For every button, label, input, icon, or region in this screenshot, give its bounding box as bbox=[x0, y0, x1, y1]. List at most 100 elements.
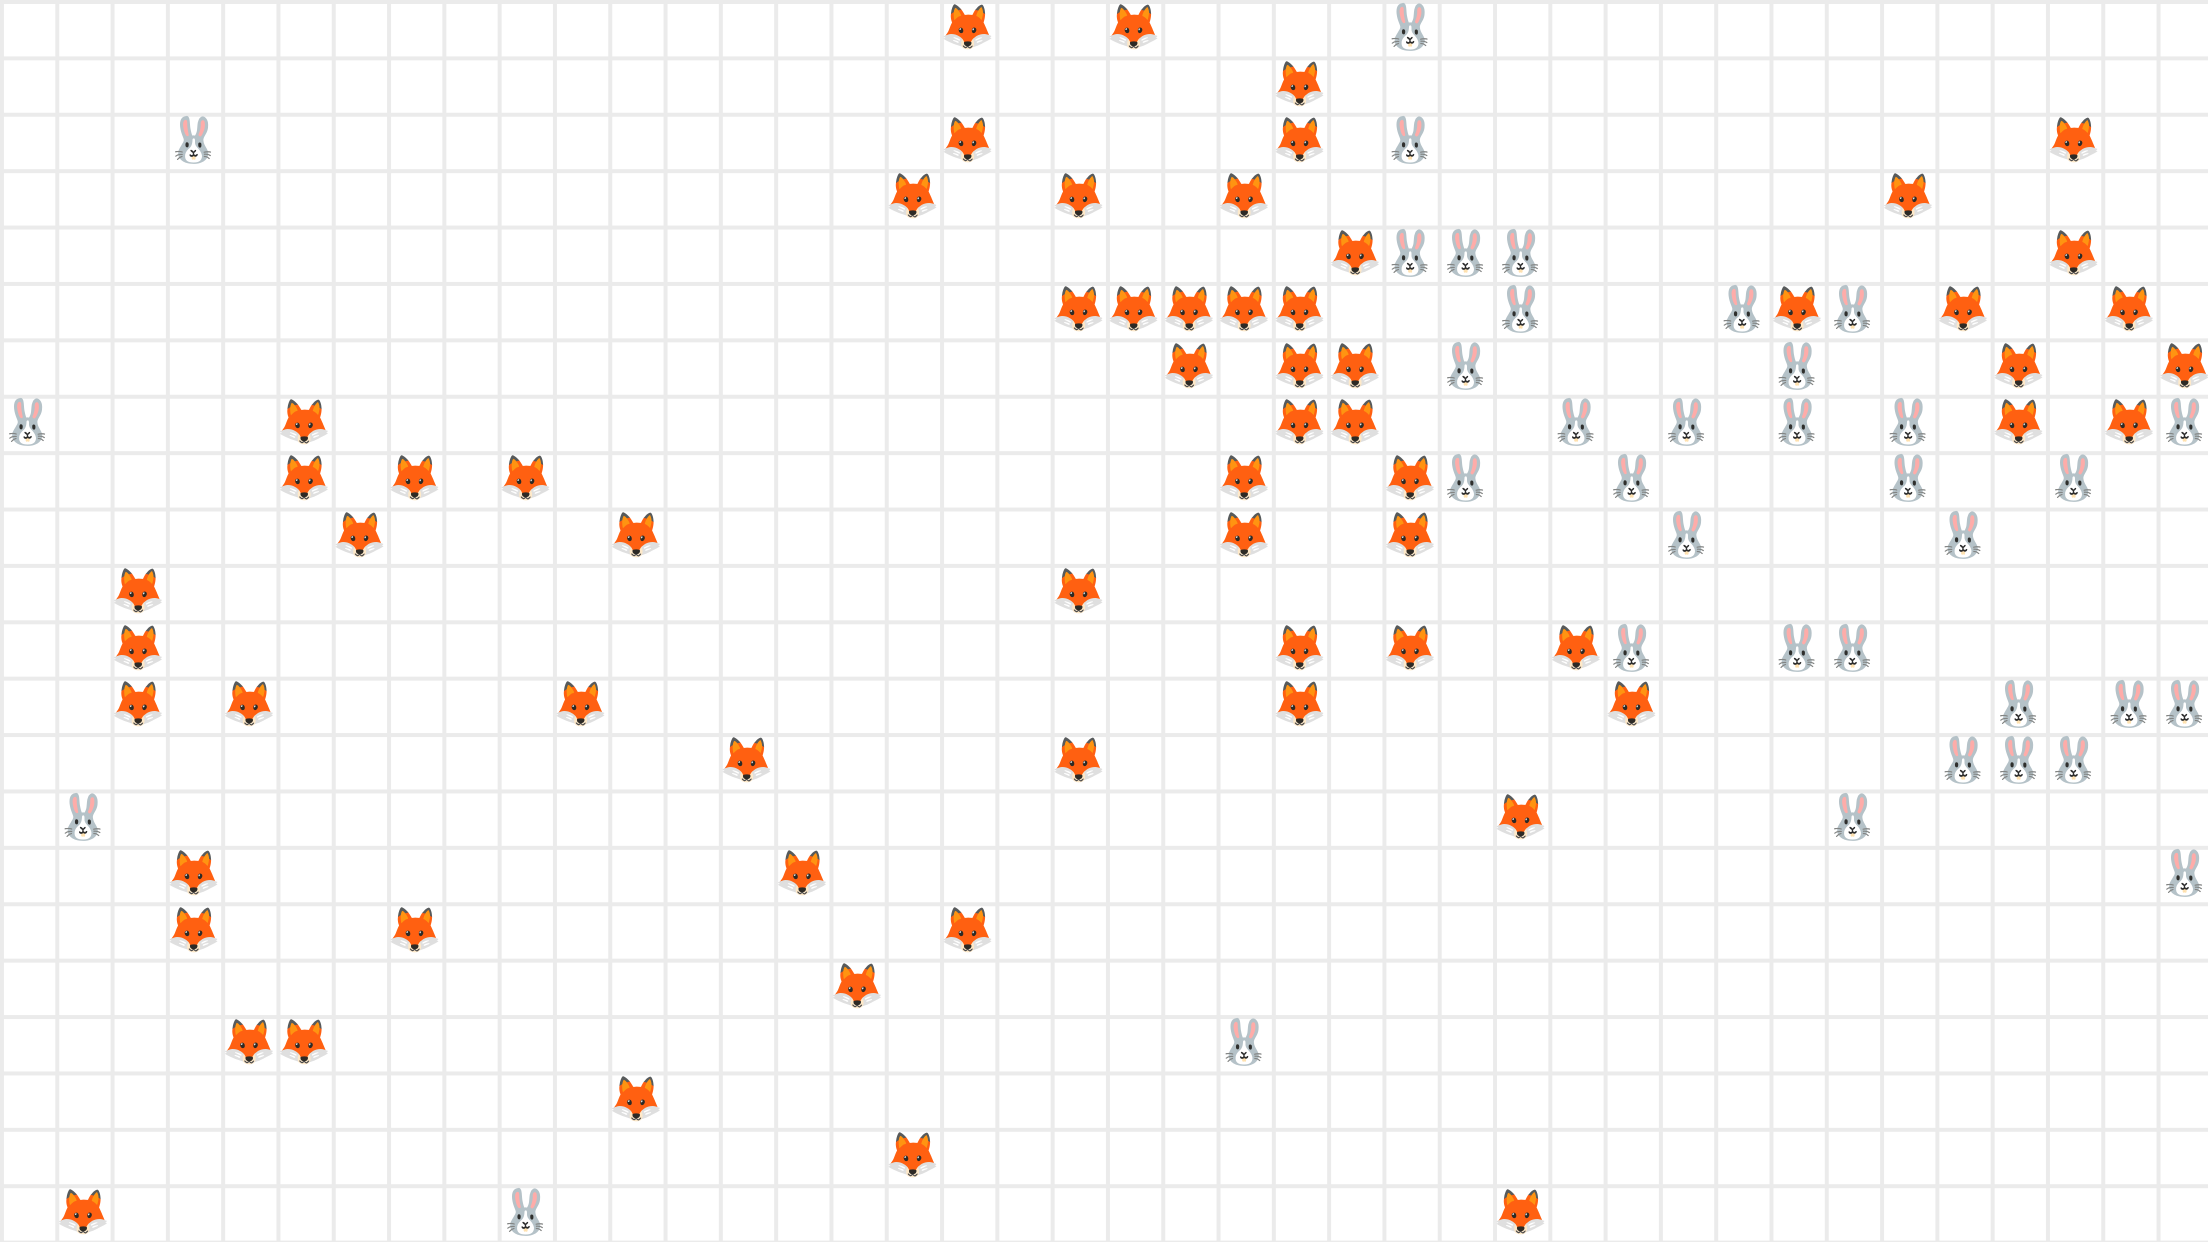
fox-icon: 🦊 bbox=[1272, 340, 1327, 392]
fox-icon: 🦊 bbox=[55, 1186, 111, 1238]
fox-icon: 🦊 bbox=[332, 509, 387, 561]
fox-icon: 🦊 bbox=[1991, 396, 2046, 448]
rabbit-icon: 🐰 bbox=[1216, 1017, 1272, 1069]
fox-icon: 🦊 bbox=[276, 453, 332, 505]
fox-icon: 🦊 bbox=[940, 114, 996, 166]
fox-icon: 🦊 bbox=[1327, 340, 1383, 392]
fox-icon: 🦊 bbox=[1272, 114, 1327, 166]
rabbit-icon: 🐰 bbox=[1935, 735, 1991, 787]
rabbit-icon: 🐰 bbox=[1548, 396, 1604, 448]
rabbit-icon: 🐰 bbox=[1438, 453, 1493, 505]
fox-icon: 🦊 bbox=[940, 2, 996, 54]
rabbit-icon: 🐰 bbox=[1382, 114, 1438, 166]
fox-icon: 🦊 bbox=[1327, 396, 1383, 448]
rabbit-icon: 🐰 bbox=[1493, 284, 1549, 336]
fox-icon: 🦊 bbox=[1272, 58, 1327, 110]
fox-icon: 🦊 bbox=[829, 960, 885, 1012]
fox-icon: 🦊 bbox=[608, 509, 664, 561]
fox-icon: 🦊 bbox=[1272, 622, 1327, 674]
fox-icon: 🦊 bbox=[1050, 566, 1106, 618]
rabbit-icon: 🐰 bbox=[2156, 678, 2208, 730]
fox-icon: 🦊 bbox=[608, 1073, 664, 1125]
fox-icon: 🦊 bbox=[276, 1017, 332, 1069]
fox-icon: 🦊 bbox=[166, 848, 221, 900]
fox-icon: 🦊 bbox=[1216, 509, 1272, 561]
rabbit-icon: 🐰 bbox=[2046, 453, 2102, 505]
rabbit-icon: 🐰 bbox=[1991, 735, 2046, 787]
fox-icon: 🦊 bbox=[940, 904, 996, 956]
fox-icon: 🦊 bbox=[1106, 2, 1162, 54]
rabbit-icon: 🐰 bbox=[1714, 284, 1770, 336]
fox-icon: 🦊 bbox=[1272, 396, 1327, 448]
fox-icon: 🦊 bbox=[1106, 284, 1162, 336]
fox-icon: 🦊 bbox=[110, 566, 166, 618]
fox-icon: 🦊 bbox=[1382, 453, 1438, 505]
fox-icon: 🦊 bbox=[1216, 453, 1272, 505]
rabbit-icon: 🐰 bbox=[1880, 453, 1936, 505]
fox-icon: 🦊 bbox=[276, 396, 332, 448]
rabbit-icon: 🐰 bbox=[497, 1186, 553, 1238]
fox-icon: 🦊 bbox=[553, 678, 609, 730]
rabbit-icon: 🐰 bbox=[1769, 396, 1825, 448]
rabbit-icon: 🐰 bbox=[1769, 340, 1825, 392]
fox-icon: 🦊 bbox=[1880, 171, 1936, 223]
fox-icon: 🦊 bbox=[719, 735, 774, 787]
rabbit-icon: 🐰 bbox=[0, 396, 56, 448]
rabbit-icon: 🐰 bbox=[1438, 227, 1493, 279]
rabbit-icon: 🐰 bbox=[1382, 2, 1438, 54]
fox-icon: 🦊 bbox=[221, 1017, 277, 1069]
fox-icon: 🦊 bbox=[1272, 678, 1327, 730]
rabbit-icon: 🐰 bbox=[1493, 227, 1549, 279]
rabbit-icon: 🐰 bbox=[55, 791, 111, 843]
fox-icon: 🦊 bbox=[1216, 284, 1272, 336]
fox-icon: 🦊 bbox=[2046, 227, 2102, 279]
fox-icon: 🦊 bbox=[1050, 735, 1106, 787]
fox-icon: 🦊 bbox=[110, 678, 166, 730]
rabbit-icon: 🐰 bbox=[2101, 678, 2157, 730]
fox-icon: 🦊 bbox=[1493, 1186, 1549, 1238]
fox-icon: 🦊 bbox=[1216, 171, 1272, 223]
rabbit-icon: 🐰 bbox=[1603, 453, 1659, 505]
rabbit-icon: 🐰 bbox=[2156, 848, 2208, 900]
fox-icon: 🦊 bbox=[1493, 791, 1549, 843]
fox-icon: 🦊 bbox=[1603, 678, 1659, 730]
fox-icon: 🦊 bbox=[110, 622, 166, 674]
fox-icon: 🦊 bbox=[1382, 622, 1438, 674]
fox-icon: 🦊 bbox=[1991, 340, 2046, 392]
fox-icon: 🦊 bbox=[1935, 284, 1991, 336]
fox-icon: 🦊 bbox=[885, 171, 940, 223]
fox-icon: 🦊 bbox=[2046, 114, 2102, 166]
fox-icon: 🦊 bbox=[1382, 509, 1438, 561]
fox-icon: 🦊 bbox=[497, 453, 553, 505]
fox-icon: 🦊 bbox=[387, 904, 443, 956]
fox-icon: 🦊 bbox=[1161, 284, 1217, 336]
fox-icon: 🦊 bbox=[1272, 284, 1327, 336]
rabbit-icon: 🐰 bbox=[2156, 396, 2208, 448]
rabbit-icon: 🐰 bbox=[1935, 509, 1991, 561]
rabbit-icon: 🐰 bbox=[1825, 284, 1880, 336]
fox-icon: 🦊 bbox=[166, 904, 221, 956]
fox-icon: 🦊 bbox=[1161, 340, 1217, 392]
fox-icon: 🦊 bbox=[1548, 622, 1604, 674]
rabbit-icon: 🐰 bbox=[1769, 622, 1825, 674]
fox-icon: 🦊 bbox=[1327, 227, 1383, 279]
fox-icon: 🦊 bbox=[2101, 396, 2157, 448]
fox-icon: 🦊 bbox=[2101, 284, 2157, 336]
rabbit-icon: 🐰 bbox=[1991, 678, 2046, 730]
fox-icon: 🦊 bbox=[774, 848, 830, 900]
fox-icon: 🦊 bbox=[1050, 171, 1106, 223]
rabbit-icon: 🐰 bbox=[1825, 791, 1880, 843]
rabbit-icon: 🐰 bbox=[1880, 396, 1936, 448]
fox-icon: 🦊 bbox=[387, 453, 443, 505]
fox-icon: 🦊 bbox=[1050, 284, 1106, 336]
rabbit-icon: 🐰 bbox=[1438, 340, 1493, 392]
rabbit-icon: 🐰 bbox=[2046, 735, 2102, 787]
rabbit-icon: 🐰 bbox=[1659, 396, 1715, 448]
rabbit-icon: 🐰 bbox=[1603, 622, 1659, 674]
fox-icon: 🦊 bbox=[885, 1130, 940, 1182]
fox-icon: 🦊 bbox=[1769, 284, 1825, 336]
rabbit-icon: 🐰 bbox=[1825, 622, 1880, 674]
rabbit-icon: 🐰 bbox=[166, 114, 221, 166]
fox-icon: 🦊 bbox=[2156, 340, 2208, 392]
